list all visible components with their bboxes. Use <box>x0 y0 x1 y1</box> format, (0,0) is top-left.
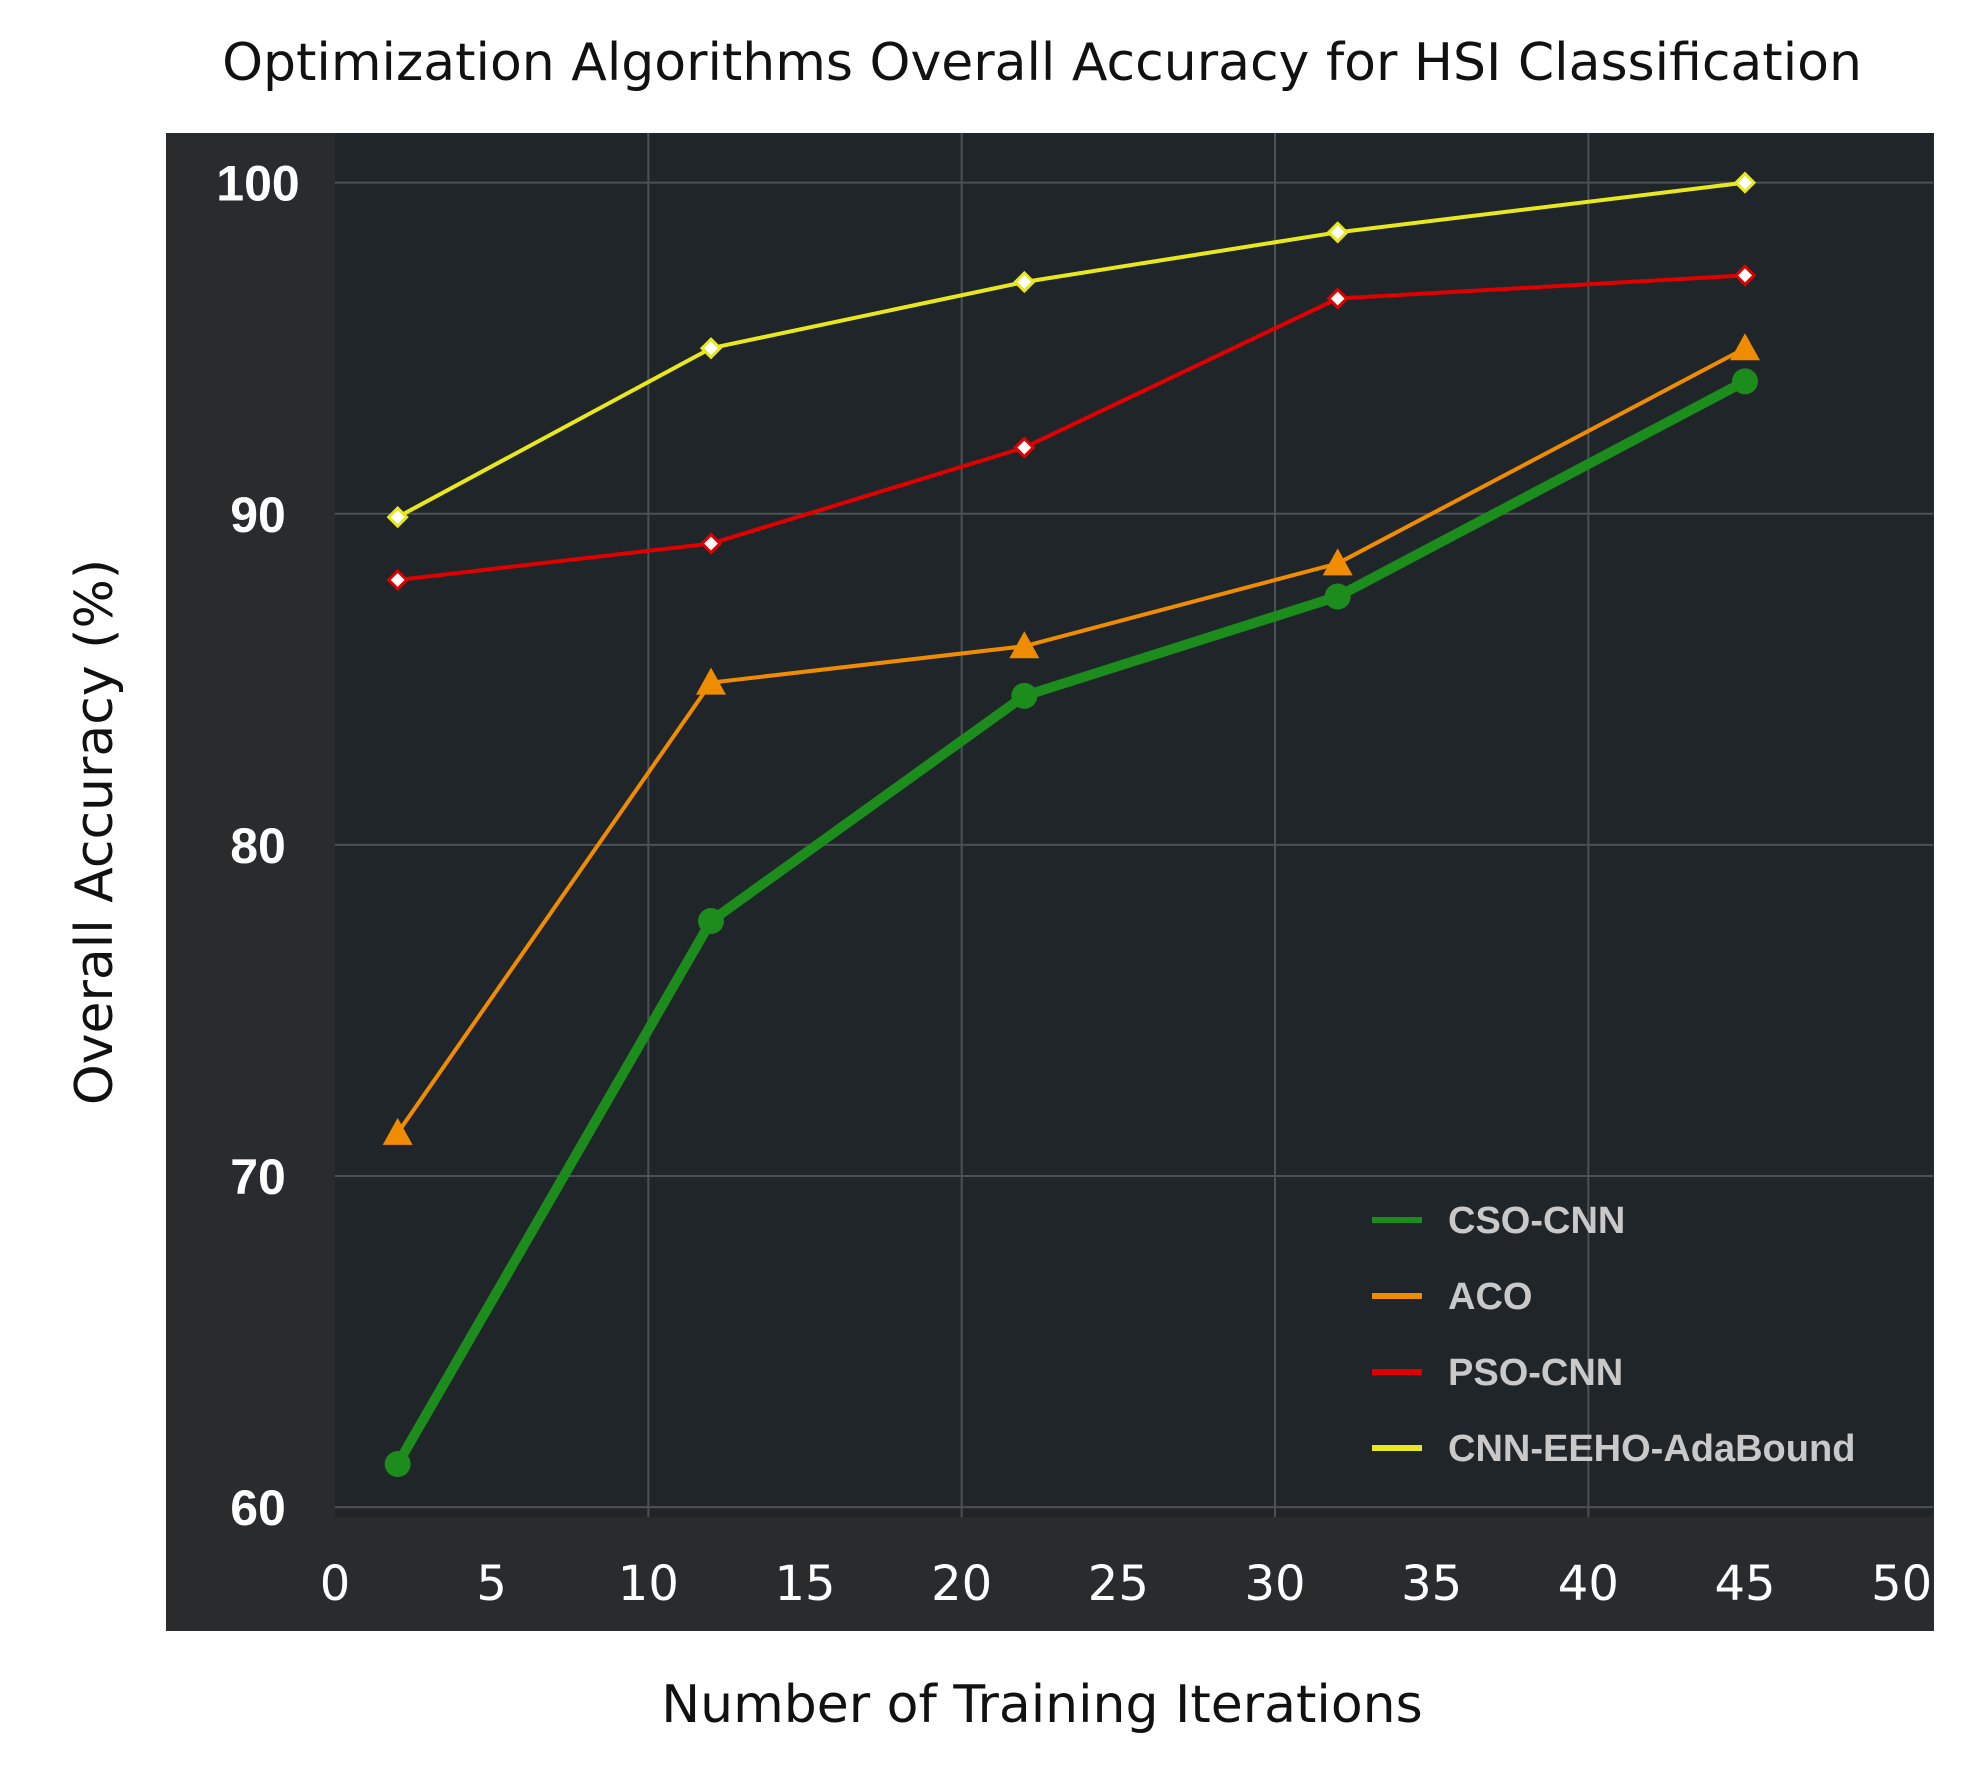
x-axis-title: Number of Training Iterations <box>661 1675 1422 1735</box>
data-point <box>1324 583 1351 610</box>
x-tick-label: 15 <box>774 1556 835 1612</box>
x-ticks: 0 5 10 15 20 25 30 35 40 45 50 <box>320 1556 1932 1612</box>
legend-label: CNN-EEHO-AdaBound <box>1448 1428 1855 1470</box>
data-point <box>1733 171 1757 194</box>
legend-label: CSO-CNN <box>1448 1200 1625 1242</box>
data-point <box>1326 287 1349 310</box>
data-point <box>1011 682 1038 709</box>
data-point <box>1326 221 1349 244</box>
x-tick-label: 45 <box>1714 1556 1775 1612</box>
legend: CSO-CNN ACO PSO-CNN CNN-EEHO-AdaBound <box>1372 1200 1855 1470</box>
y-axis-title: Overall Accuracy (%) <box>65 559 125 1105</box>
series-group <box>382 171 1760 1478</box>
data-point <box>1730 333 1760 361</box>
x-tick-label: 50 <box>1871 1556 1932 1612</box>
data-point <box>1013 270 1036 294</box>
data-point <box>386 568 409 592</box>
y-tick-label: 70 <box>230 1149 286 1205</box>
x-tick-label: 20 <box>931 1556 992 1612</box>
chart-title: Optimization Algorithms Overall Accuracy… <box>222 33 1862 93</box>
y-tick-label: 60 <box>230 1480 286 1536</box>
data-point <box>698 908 724 935</box>
data-point <box>384 1451 411 1478</box>
plot-area <box>335 133 1933 1517</box>
legend-label: ACO <box>1448 1276 1532 1318</box>
data-point <box>1013 436 1036 459</box>
data-point <box>382 1117 413 1145</box>
x-tick-label: 0 <box>320 1556 351 1612</box>
series-cnn-eeho-adabound <box>386 171 1757 529</box>
data-point <box>1322 548 1353 576</box>
x-tick-label: 5 <box>476 1556 507 1612</box>
data-point <box>1732 368 1758 395</box>
legend-label: PSO-CNN <box>1448 1352 1623 1394</box>
data-point <box>1733 264 1757 287</box>
x-tick-label: 25 <box>1088 1556 1149 1612</box>
x-tick-label: 10 <box>618 1556 679 1612</box>
y-tick-label: 100 <box>216 156 299 212</box>
series-pso-cnn <box>386 264 1757 592</box>
y-tick-label: 90 <box>230 487 286 543</box>
y-ticks: 60 70 80 90 100 <box>216 156 299 1536</box>
data-point <box>1009 631 1040 659</box>
series-cso-cnn <box>384 368 1758 1478</box>
data-point <box>699 532 723 555</box>
x-tick-label: 30 <box>1244 1556 1305 1612</box>
data-point <box>386 505 409 529</box>
data-point <box>696 667 726 695</box>
grid <box>335 133 1933 1517</box>
y-tick-label: 80 <box>230 818 286 874</box>
series-aco <box>382 333 1760 1145</box>
data-point <box>699 337 723 360</box>
x-tick-label: 35 <box>1401 1556 1462 1612</box>
x-tick-label: 40 <box>1558 1556 1619 1612</box>
